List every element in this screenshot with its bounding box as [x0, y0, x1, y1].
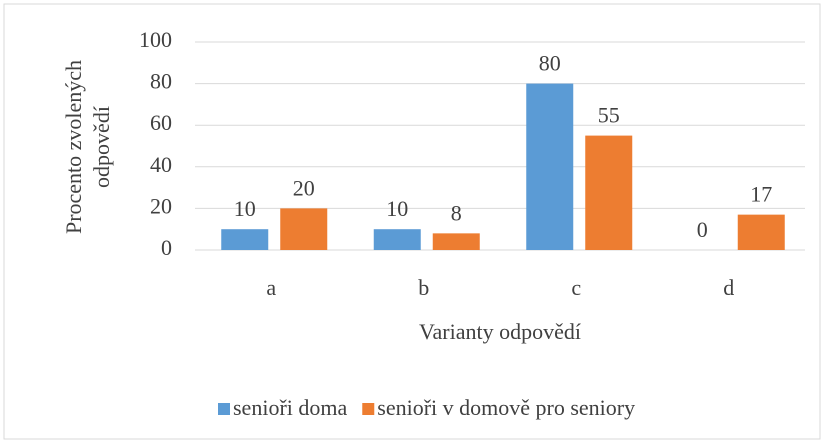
bar	[585, 135, 633, 250]
bar	[526, 83, 574, 250]
bar	[432, 233, 480, 250]
x-tick-label: b	[418, 275, 429, 300]
y-tick-label: 60	[150, 110, 172, 135]
y-tick-label: 0	[161, 235, 172, 260]
data-label: 10	[234, 196, 256, 221]
y-tick-label: 80	[150, 69, 172, 94]
bar	[221, 229, 269, 250]
data-label: 55	[598, 103, 620, 128]
legend-label: senioři v domově pro seniory	[377, 395, 635, 420]
legend-swatch	[362, 403, 375, 415]
chart-border	[3, 3, 821, 440]
x-tick-label: a	[266, 275, 276, 300]
data-label: 10	[386, 196, 408, 221]
data-label: 80	[539, 51, 561, 76]
data-label: 0	[697, 217, 708, 242]
x-tick-label: c	[571, 275, 581, 300]
y-tick-label: 20	[150, 193, 172, 218]
bar	[737, 214, 785, 250]
legend-swatch	[218, 403, 230, 415]
y-tick-label: 40	[150, 152, 172, 177]
data-label: 17	[750, 182, 772, 207]
data-label: 8	[451, 200, 462, 225]
y-axis-title: odpovědí	[89, 106, 114, 188]
data-label: 20	[293, 175, 315, 200]
y-axis-title: Procento zvolených	[61, 60, 86, 234]
bar	[280, 208, 328, 250]
x-axis-title: Varianty odpovědí	[419, 319, 581, 344]
legend-label: senioři doma	[233, 395, 347, 420]
x-tick-label: d	[723, 275, 734, 300]
y-tick-label: 100	[139, 27, 172, 52]
bar	[373, 229, 421, 250]
